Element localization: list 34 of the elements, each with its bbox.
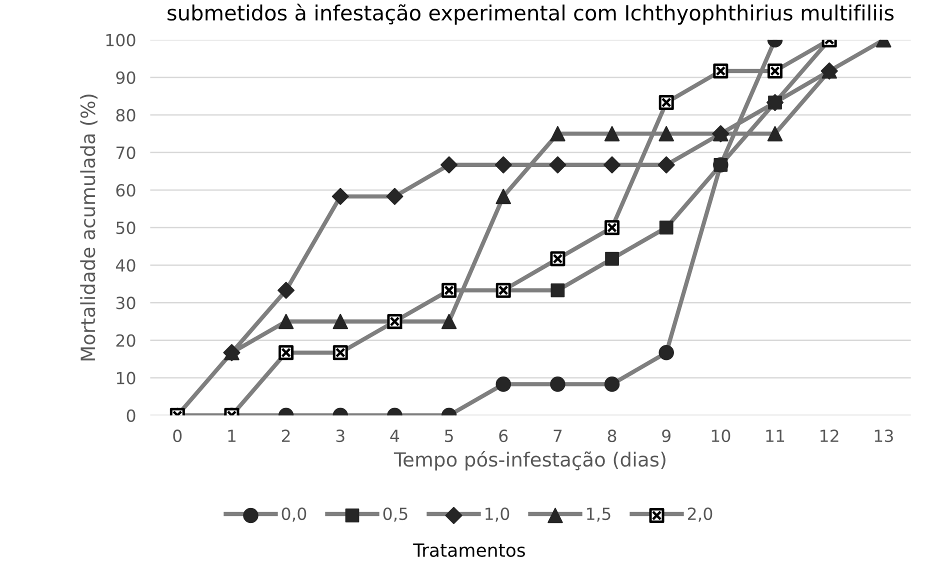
y-tick-label: 30 — [116, 296, 136, 310]
x-tick-label: 7 — [554, 430, 562, 442]
x-tick-label: 9 — [662, 430, 670, 442]
legend-label: 0,5 — [383, 507, 408, 522]
legend-label: 1,0 — [486, 507, 510, 522]
y-tick-label: 70 — [116, 146, 136, 160]
y-tick-label: 0 — [126, 409, 136, 422]
x-tick-label: 3 — [336, 430, 344, 442]
x-tick-label: 1 — [228, 430, 236, 442]
x-tick-label: 13 — [874, 430, 893, 442]
legend-label: 1,5 — [587, 508, 610, 522]
legend-label: 0,0 — [282, 507, 306, 522]
x-axis-title: Tempo pós-infestação (dias) — [394, 450, 666, 471]
x-tick-label: 0 — [173, 430, 182, 442]
x-tick-label: 12 — [820, 430, 838, 442]
chart-title: submetidos à infestação experimental com Ichthyophthirius multifiliis — [168, 4, 894, 25]
y-tick-label: 100 — [106, 34, 136, 46]
x-tick-label: 4 — [390, 430, 400, 442]
y-tick-label: 80 — [116, 108, 136, 122]
x-tick-label: 5 — [445, 430, 453, 442]
x-tick-label: 2 — [282, 430, 290, 442]
y-axis-title: Mortalidade acumulada (%) — [80, 94, 98, 360]
y-tick-label: 60 — [116, 184, 136, 197]
legend-label: 2,0 — [688, 507, 712, 522]
x-tick-label: 8 — [608, 430, 616, 442]
x-tick-label: 11 — [766, 430, 784, 442]
y-tick-label: 20 — [116, 334, 136, 347]
y-tick-label: 10 — [116, 372, 136, 384]
y-tick-label: 90 — [116, 71, 136, 84]
legend-title: Tratamentos — [413, 544, 525, 557]
x-tick-label: 6 — [499, 430, 508, 442]
y-tick-label: 50 — [116, 222, 136, 234]
y-tick-label: 40 — [116, 259, 136, 272]
x-tick-label: 10 — [712, 430, 730, 442]
